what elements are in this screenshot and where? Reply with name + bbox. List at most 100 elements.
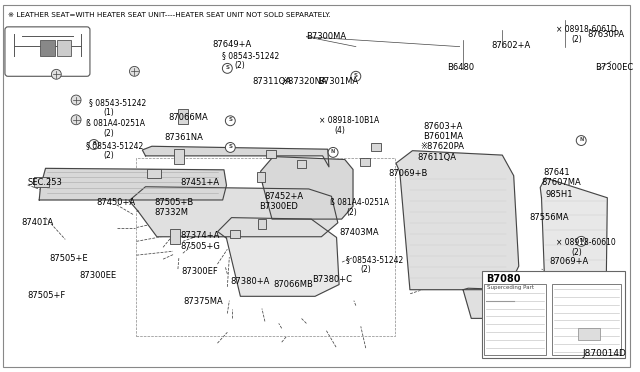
Bar (170, 230, 180, 244)
Bar (58, 40, 71, 55)
Text: × 08918-10B1A: × 08918-10B1A (319, 116, 380, 125)
Text: × 08918-60610: × 08918-60610 (556, 238, 615, 247)
Text: (2): (2) (104, 151, 115, 160)
Polygon shape (540, 178, 607, 299)
Text: 87505+G: 87505+G (180, 242, 220, 251)
Polygon shape (39, 169, 227, 200)
Polygon shape (260, 157, 353, 219)
Text: B6480: B6480 (447, 64, 474, 73)
Circle shape (71, 115, 81, 125)
Bar (136, 158, 396, 336)
Text: ※ LEATHER SEAT=WITH HEATER SEAT UNIT----HEATER SEAT UNIT NOT SOLD SEPARATELY.: ※ LEATHER SEAT=WITH HEATER SEAT UNIT----… (8, 12, 330, 18)
Text: (4): (4) (334, 126, 345, 135)
Text: 87602+A: 87602+A (492, 41, 531, 50)
Polygon shape (396, 151, 519, 290)
Text: B7080: B7080 (486, 274, 521, 284)
Bar (257, 172, 265, 182)
Text: 87069+B: 87069+B (388, 169, 428, 178)
Text: 87450+A: 87450+A (97, 198, 136, 207)
Bar (483, 271, 625, 358)
Bar (552, 284, 621, 355)
Text: S: S (228, 117, 232, 122)
Bar (178, 109, 188, 124)
Bar (40, 40, 55, 55)
Bar (258, 219, 266, 228)
Text: 87300EE: 87300EE (79, 271, 116, 280)
Polygon shape (129, 187, 338, 237)
Text: (2): (2) (234, 61, 245, 70)
Text: Superceding Part: Superceding Part (487, 285, 534, 290)
Text: (1): (1) (104, 108, 115, 117)
Text: § 08543-51242: § 08543-51242 (89, 98, 146, 107)
Text: 87641: 87641 (543, 168, 570, 177)
Text: 87300EF: 87300EF (181, 267, 218, 276)
Text: § 08543-51242: § 08543-51242 (346, 255, 403, 264)
FancyBboxPatch shape (5, 27, 90, 76)
Text: 87374+A: 87374+A (180, 231, 220, 240)
Text: 87332M: 87332M (154, 208, 188, 217)
Text: N: N (579, 238, 583, 243)
Text: 87451+A: 87451+A (180, 178, 219, 187)
Bar (174, 150, 184, 164)
Text: 87066MA: 87066MA (168, 113, 208, 122)
Text: 87069+A: 87069+A (550, 257, 589, 266)
Text: 87403MA: 87403MA (339, 228, 379, 237)
Bar (371, 144, 381, 151)
Text: S: S (228, 144, 232, 149)
Text: B7380+C: B7380+C (312, 275, 353, 284)
Bar (484, 284, 546, 355)
Text: (2): (2) (361, 265, 372, 274)
Text: × 08918-6061D: × 08918-6061D (557, 25, 617, 34)
Text: S: S (354, 73, 358, 78)
Text: B7301MA: B7301MA (318, 77, 358, 86)
Circle shape (576, 135, 586, 145)
Text: ※87620PA: ※87620PA (420, 141, 464, 151)
Circle shape (89, 140, 99, 150)
Text: 87375MA: 87375MA (184, 297, 223, 306)
Text: (2): (2) (104, 129, 115, 138)
Bar (230, 231, 240, 238)
Bar (147, 169, 161, 178)
Text: SEC.253: SEC.253 (28, 178, 63, 187)
Circle shape (71, 95, 81, 105)
Text: ※87320NA: ※87320NA (282, 77, 328, 86)
Circle shape (328, 147, 338, 157)
Circle shape (576, 237, 586, 246)
Text: (2): (2) (346, 208, 356, 217)
Circle shape (223, 64, 232, 73)
Text: B7300MA: B7300MA (307, 32, 346, 41)
Text: 985H1: 985H1 (546, 190, 573, 199)
Text: B7601MA: B7601MA (423, 132, 463, 141)
Bar (579, 328, 600, 340)
Text: S: S (225, 65, 229, 70)
Polygon shape (142, 146, 329, 167)
Text: N: N (579, 137, 583, 142)
Bar (296, 160, 307, 168)
Text: 87603+A: 87603+A (423, 122, 463, 131)
Text: 87649+A: 87649+A (212, 40, 252, 49)
Text: B7300EC: B7300EC (595, 64, 634, 73)
Text: 87607MA: 87607MA (541, 178, 581, 187)
Text: ß 081A4-0251A: ß 081A4-0251A (330, 198, 389, 207)
Text: (2): (2) (572, 248, 582, 257)
Bar (360, 158, 370, 166)
Circle shape (351, 71, 361, 81)
Polygon shape (218, 218, 339, 296)
Text: § 08543-51242: § 08543-51242 (86, 141, 143, 151)
Text: J870014D: J870014D (583, 349, 627, 358)
Text: 87505+E: 87505+E (49, 254, 88, 263)
Circle shape (129, 66, 140, 76)
Circle shape (225, 116, 236, 126)
Text: § 08543-51242: § 08543-51242 (223, 52, 280, 61)
Text: 87361NA: 87361NA (164, 133, 203, 142)
Text: 87556MA: 87556MA (530, 213, 570, 222)
Text: ß 081A4-0251A: ß 081A4-0251A (86, 119, 145, 128)
Text: 87505+F: 87505+F (28, 291, 66, 300)
Polygon shape (463, 288, 506, 318)
Text: 87452+A: 87452+A (264, 192, 303, 201)
Text: 87611QA: 87611QA (417, 153, 456, 163)
Text: 87401A: 87401A (22, 218, 54, 227)
Text: B: B (92, 141, 96, 146)
Bar (34, 177, 49, 187)
Circle shape (225, 142, 236, 153)
